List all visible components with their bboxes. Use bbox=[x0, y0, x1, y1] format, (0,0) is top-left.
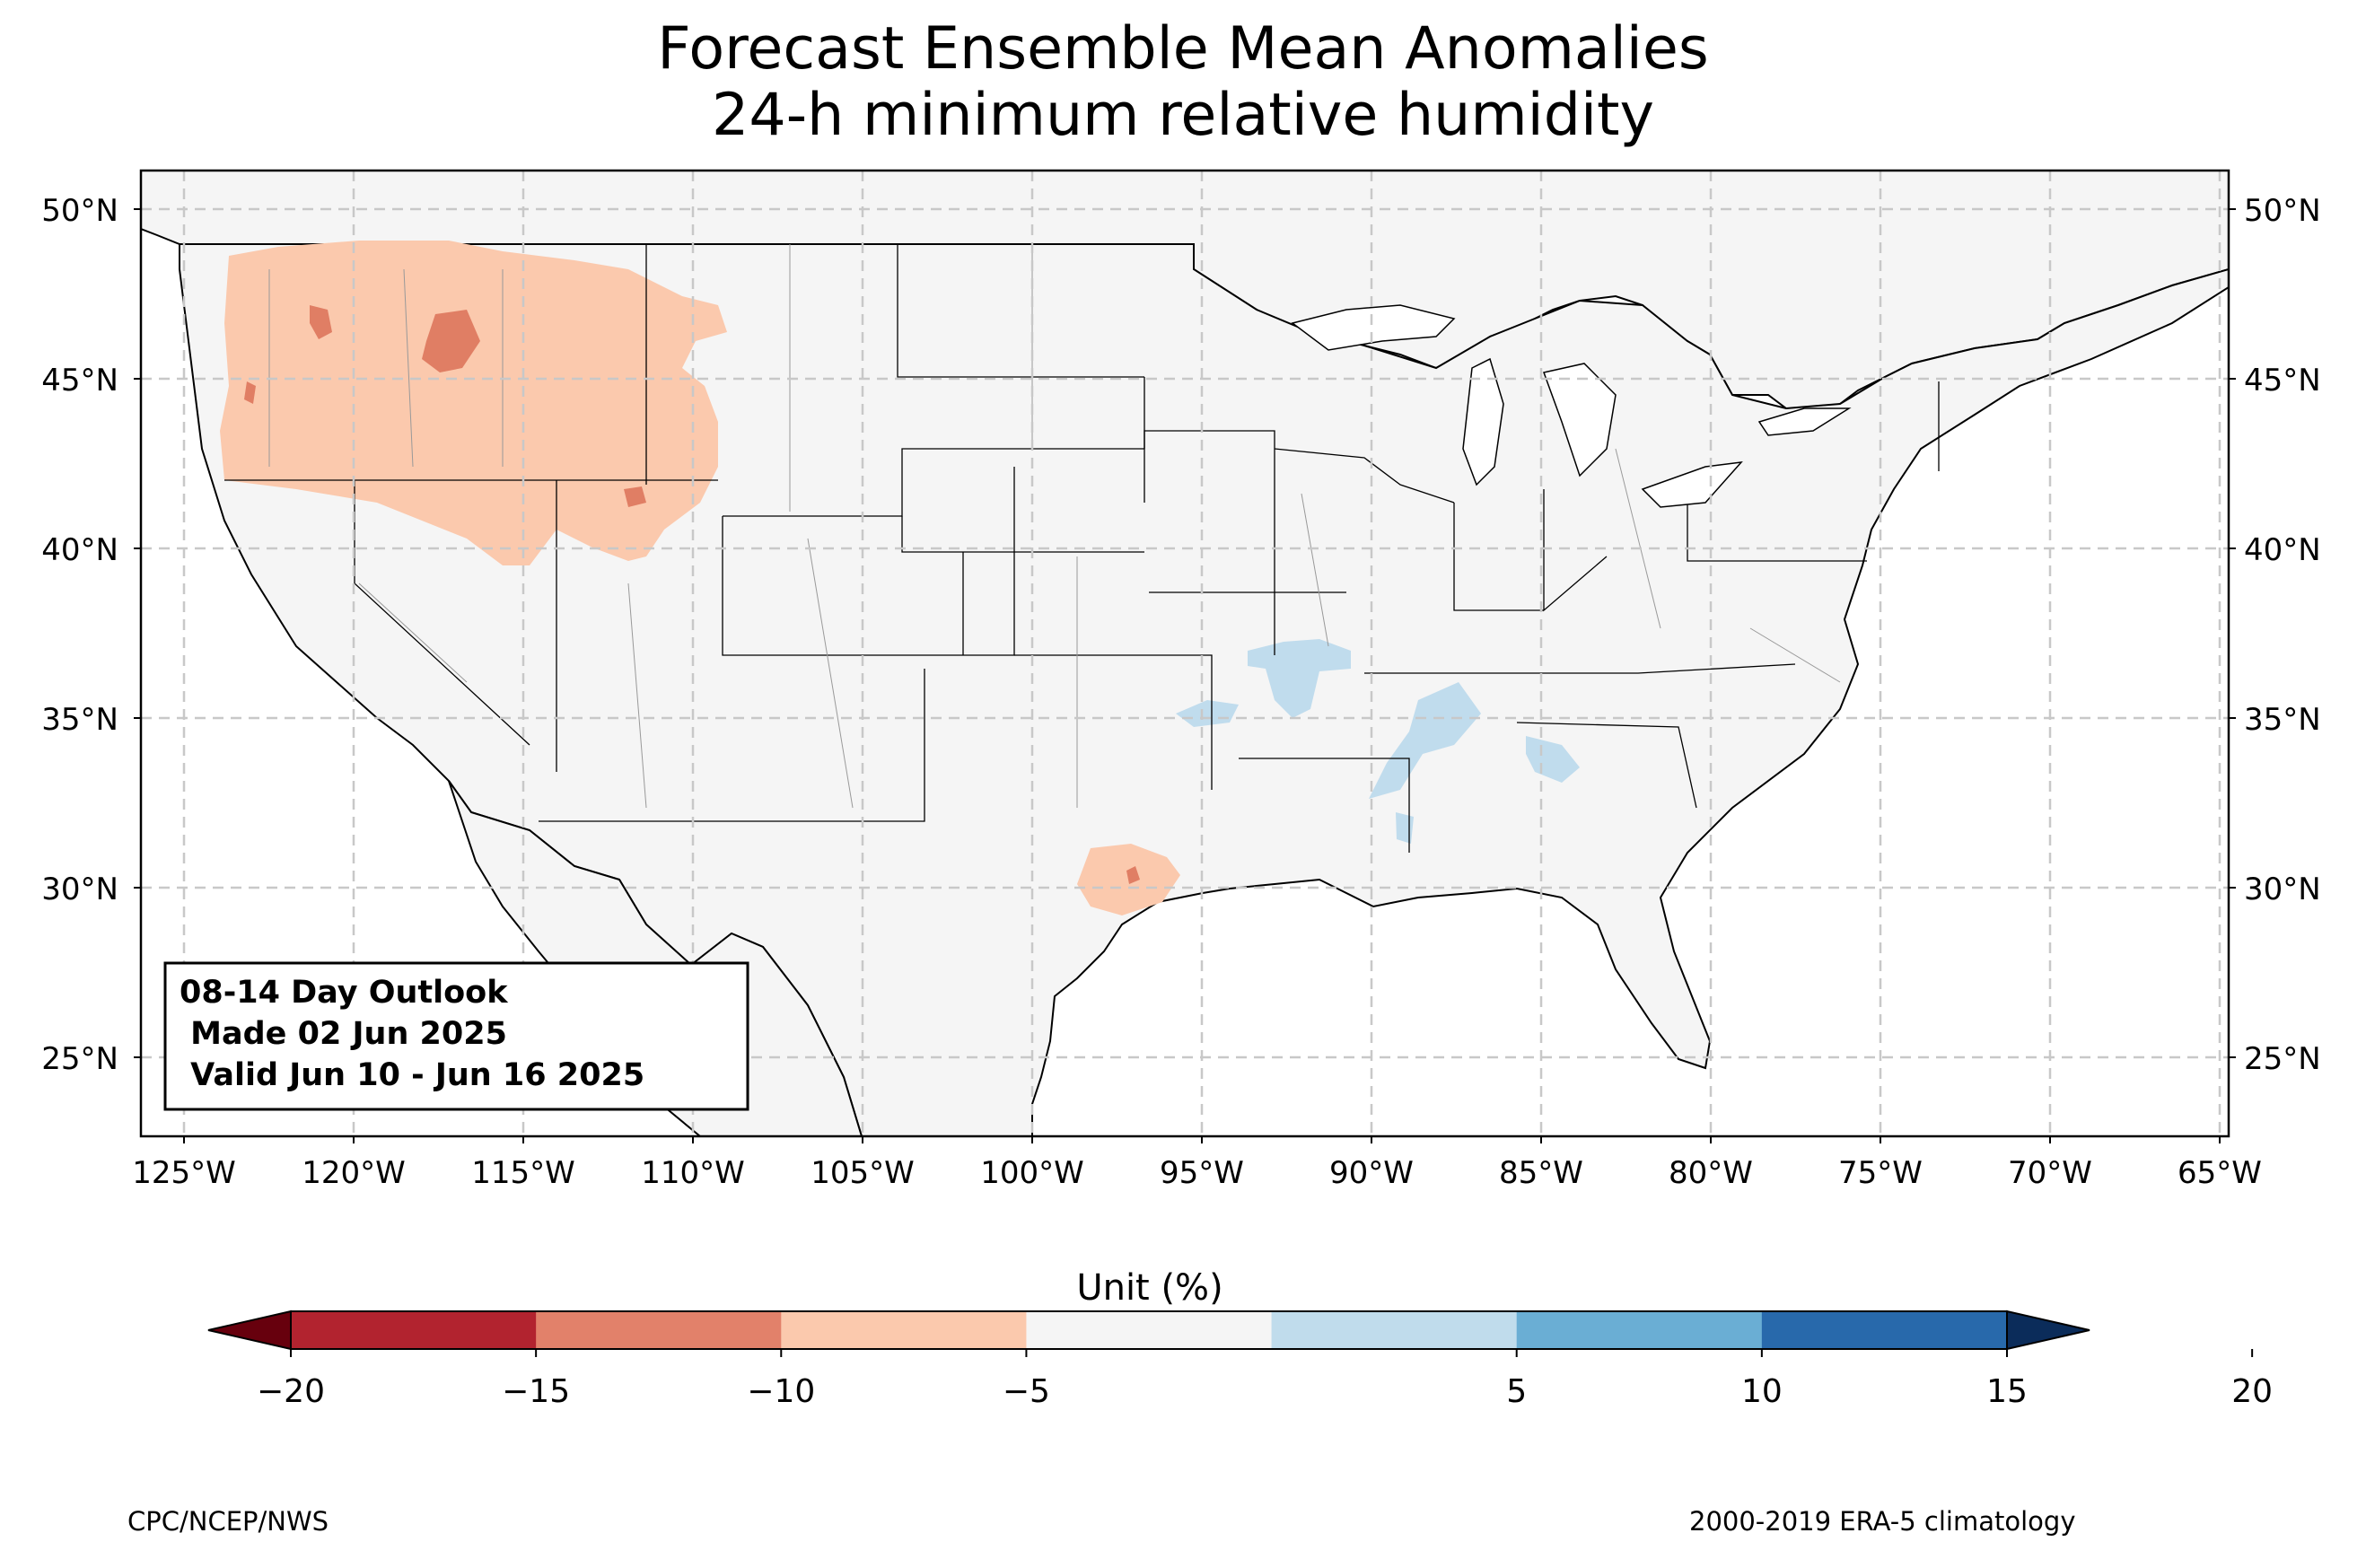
colorbar-tick-label: −15 bbox=[502, 1373, 570, 1410]
lat-label-left: 40°N bbox=[41, 532, 118, 568]
chart-title: Forecast Ensemble Mean Anomalies 24-h mi… bbox=[0, 16, 2366, 149]
lat-label-left: 50°N bbox=[41, 193, 118, 229]
lon-label: 75°W bbox=[1838, 1155, 1923, 1191]
colorbar-tick-label: 15 bbox=[1986, 1373, 2028, 1410]
info-box-title: 08-14 Day Outlook bbox=[180, 975, 508, 1011]
lon-label: 70°W bbox=[2008, 1155, 2092, 1191]
info-box-made-date: Made 02 Jun 2025 bbox=[180, 1016, 507, 1052]
anomaly-northwest bbox=[220, 241, 727, 565]
lon-label: 110°W bbox=[641, 1155, 745, 1191]
lon-label: 95°W bbox=[1160, 1155, 1244, 1191]
map-frame bbox=[139, 169, 2230, 1138]
lat-label-right: 50°N bbox=[2244, 193, 2321, 229]
lon-label: 105°W bbox=[811, 1155, 915, 1191]
lon-label: 80°W bbox=[1669, 1155, 1753, 1191]
lat-label-left: 45°N bbox=[41, 363, 118, 399]
state-borders bbox=[224, 244, 1940, 853]
info-box-frame bbox=[163, 961, 749, 1111]
colorbar-swatch bbox=[291, 1311, 537, 1349]
info-box: 08-14 Day Outlook Made 02 Jun 2025 Valid… bbox=[163, 961, 749, 1111]
title-line-2: 24-h minimum relative humidity bbox=[711, 82, 1655, 149]
lat-label-right: 35°N bbox=[2244, 702, 2321, 738]
anomaly-texas-strong bbox=[1126, 866, 1140, 884]
colorbar: Unit (%) −20 −15 −10 −5 5 10 15 20 bbox=[207, 1267, 2273, 1410]
colorbar-swatch bbox=[536, 1311, 782, 1349]
title-line-1: Forecast Ensemble Mean Anomalies bbox=[657, 15, 1709, 83]
colorbar-under-arrow bbox=[207, 1310, 292, 1351]
colorbar-swatch bbox=[1271, 1311, 1518, 1349]
longitude-labels: 125°W 120°W 115°W 110°W 105°W 100°W 95°W 90°W 85… bbox=[132, 1136, 2262, 1191]
lat-label-right: 25°N bbox=[2244, 1041, 2321, 1077]
anomaly-northwest-strong-1 bbox=[310, 305, 332, 339]
lon-label: 90°W bbox=[1329, 1155, 1414, 1191]
anomaly-west-coast-strong bbox=[244, 381, 256, 404]
anomaly-midsouth-1 bbox=[1248, 639, 1351, 718]
great-lakes bbox=[1291, 304, 1852, 508]
anomaly-southeast-1 bbox=[1369, 682, 1481, 799]
lon-label: 65°W bbox=[2178, 1155, 2262, 1191]
colorbar-swatch bbox=[1026, 1311, 1273, 1349]
anomaly-southeast-3 bbox=[1396, 812, 1414, 844]
mexico-land bbox=[448, 780, 863, 1136]
anomaly-southeast-2 bbox=[1526, 736, 1580, 783]
lon-label: 100°W bbox=[980, 1155, 1084, 1191]
lat-label-left: 25°N bbox=[41, 1041, 118, 1077]
lat-label-right: 40°N bbox=[2244, 532, 2321, 568]
lat-label-left: 35°N bbox=[41, 702, 118, 738]
lat-label-right: 45°N bbox=[2244, 363, 2321, 399]
info-box-valid-range: Valid Jun 10 - Jun 16 2025 bbox=[180, 1057, 644, 1093]
colorbar-tick-label: −5 bbox=[1003, 1373, 1050, 1410]
colorbar-label: Unit (%) bbox=[1076, 1267, 1222, 1309]
colorbar-tick-label: 5 bbox=[1506, 1373, 1527, 1410]
latitude-labels: 50°N 50°N 45°N 45°N 40°N 40°N 35°N 35°N 30°N 30°N… bbox=[41, 193, 2320, 1077]
colorbar-swatch bbox=[1761, 1311, 2008, 1349]
lat-label-right: 30°N bbox=[2244, 872, 2321, 907]
footer-climatology: 2000-2019 ERA-5 climatology bbox=[1689, 1506, 2076, 1537]
colorbar-swatch bbox=[781, 1311, 1027, 1349]
lon-label: 120°W bbox=[302, 1155, 406, 1191]
lon-label: 115°W bbox=[471, 1155, 575, 1191]
colorbar-tick-label: 10 bbox=[1741, 1373, 1783, 1410]
lon-label: 85°W bbox=[1499, 1155, 1583, 1191]
anomaly-midsouth-2 bbox=[1176, 700, 1239, 727]
colorbar-over-arrow bbox=[2006, 1310, 2090, 1351]
lon-label: 125°W bbox=[132, 1155, 236, 1191]
colorbar-tick-label: 20 bbox=[2231, 1373, 2273, 1410]
colorbar-tick-label: −20 bbox=[257, 1373, 325, 1410]
colorbar-frame bbox=[290, 1310, 2008, 1350]
colorbar-swatch bbox=[1516, 1311, 1763, 1349]
footer-source: CPC/NCEP/NWS bbox=[127, 1506, 329, 1537]
anomaly-northwest-strong-3 bbox=[624, 486, 646, 507]
colorbar-tick-label: −10 bbox=[747, 1373, 815, 1410]
lat-label-left: 30°N bbox=[41, 872, 118, 907]
anomaly-northwest-strong-2 bbox=[422, 310, 480, 372]
